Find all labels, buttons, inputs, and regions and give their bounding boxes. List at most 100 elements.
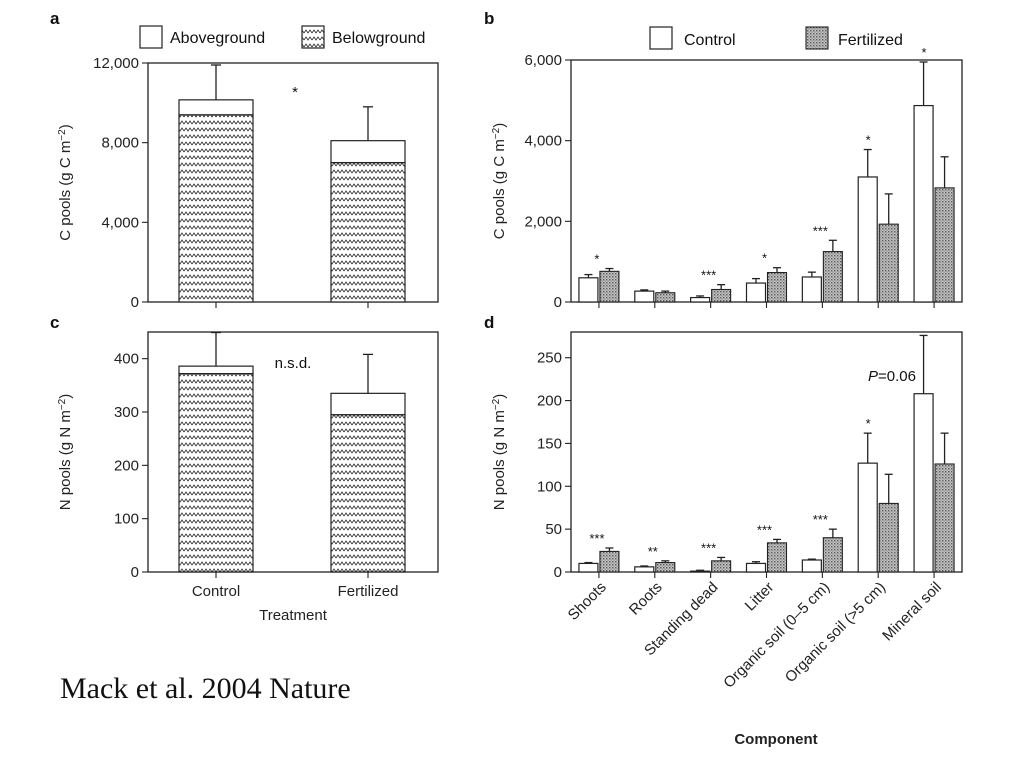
panel-d-annotation: P=0.06 <box>868 368 916 385</box>
panel-a-bar-aboveground <box>330 140 406 164</box>
panel-c-ytick-label: 400 <box>114 351 139 368</box>
panel-c-ytick-label: 200 <box>114 457 139 474</box>
panel-d-xtick-label: Roots <box>626 579 666 619</box>
panel-b-ytick-label: 4,000 <box>524 133 562 150</box>
legend-control-label: Control <box>684 32 736 49</box>
panel-a-bar-aboveground <box>178 99 254 116</box>
legend-aboveground-swatch <box>139 25 163 49</box>
panel-d-xtick-label: Mineral soil <box>879 579 945 645</box>
panel-c-bar-aboveground <box>330 392 406 416</box>
panel-b-bar-control <box>578 277 599 303</box>
panel-a-letter: a <box>50 9 60 28</box>
panel-a-bar-belowground <box>178 114 254 303</box>
panel-a-ylabel: C pools (g C m−2) <box>57 124 75 240</box>
panel-d-bar-fertilized <box>711 560 732 573</box>
legend-fertilized-label: Fertilized <box>838 32 903 49</box>
panel-d-xtick-label: Organic soil (0–5 cm) <box>720 579 833 692</box>
panel-b-significance: * <box>866 133 871 148</box>
panel-c-bar-belowground <box>178 373 254 573</box>
panel-b-significance: * <box>594 252 599 267</box>
panel-c-xlabel: Treatment <box>259 607 328 624</box>
panel-d-significance: ** <box>648 544 658 559</box>
panel-c-letter: c <box>50 313 59 332</box>
panel-d-bar-fertilized <box>878 502 899 573</box>
panel-d-significance: *** <box>813 512 828 527</box>
panel-b-ylabel: C pools (g C m−2) <box>491 123 509 239</box>
legend-aboveground-label: Aboveground <box>170 30 265 47</box>
panel-c-xtick-label: Fertilized <box>338 583 399 600</box>
panel-b-bar-fertilized <box>599 270 620 303</box>
panel-d-significance: * <box>866 416 871 431</box>
panel-d-bar-control <box>745 562 767 573</box>
panel-d-letter: d <box>484 313 494 332</box>
panel-b-bar-fertilized <box>934 187 955 303</box>
panel-d-bar-control <box>690 570 711 573</box>
panel-c-ytick-label: 100 <box>114 511 139 528</box>
panel-d-significance: *** <box>757 522 772 537</box>
panel-b-bar-control <box>857 176 878 303</box>
panel-d-significance: *** <box>589 531 604 546</box>
panel-b-bar-control <box>634 290 655 303</box>
legend-fertilized-swatch <box>805 26 829 50</box>
panel-b-bar-control <box>745 282 767 303</box>
legend-belowground-swatch <box>301 25 325 49</box>
panel-d-ylabel: N pools (g N m−2) <box>491 394 509 510</box>
panel-c-frame <box>147 331 439 573</box>
panel-b-bar-fertilized <box>822 251 843 303</box>
panel-d-xtick-label: Litter <box>742 579 778 615</box>
panel-a-ytick-label: 0 <box>131 294 139 311</box>
panel-a-ytick-label: 4,000 <box>101 214 139 231</box>
panel-c-ytick-label: 300 <box>114 404 139 421</box>
panel-b-bar-control <box>690 296 711 303</box>
panel-b-bar-control <box>801 276 822 303</box>
panel-a-bar-belowground <box>330 161 406 303</box>
chart-layer: 0 4,000 8,000 12,000 C pools (g C m−2) a * Abov… <box>50 9 963 748</box>
panel-a-ytick-label: 12,000 <box>93 55 139 72</box>
panel-b-bar-fertilized <box>766 272 788 303</box>
panel-b-letter: b <box>484 9 494 28</box>
panel-d-bar-control <box>634 566 655 573</box>
legend-control-swatch <box>649 26 673 50</box>
panel-d-bar-control <box>857 462 878 573</box>
panel-c-ylabel: N pools (g N m−2) <box>57 394 75 510</box>
credit-caption: Mack et al. 2004 Nature <box>60 672 351 705</box>
panel-c-ytick-label: 0 <box>131 564 139 581</box>
panel-d-bar-control <box>913 393 934 573</box>
panel-b-significance: * <box>762 251 767 266</box>
panel-d-ytick-label: 150 <box>537 435 562 452</box>
panel-b-bar-fertilized <box>711 288 732 303</box>
panel-d-xlabel: Component <box>734 731 817 748</box>
panel-d-significance: *** <box>701 540 716 555</box>
panel-b-ytick-label: 2,000 <box>524 213 562 230</box>
panel-d-bar-fertilized <box>599 550 620 573</box>
panel-b-ytick-label: 6,000 <box>524 52 562 69</box>
panel-d-ytick-label: 0 <box>554 564 562 581</box>
panel-d-bar-fertilized <box>766 542 788 573</box>
panel-d-ytick-label: 250 <box>537 350 562 367</box>
panel-d-ytick-label: 100 <box>537 478 562 495</box>
panel-d-bar-control <box>578 562 599 573</box>
panel-d-bar-fertilized <box>822 537 843 573</box>
panel-d-xtick-label: Organic soil (>5 cm) <box>782 579 889 686</box>
panel-d-bar-control <box>801 559 822 573</box>
legend-belowground-label: Belowground <box>332 30 425 47</box>
panel-c-annotation: n.s.d. <box>275 355 312 372</box>
panel-d-ytick-label: 50 <box>545 521 562 538</box>
panel-a-annotation: * <box>292 84 298 101</box>
panel-c-bar-aboveground <box>178 365 254 375</box>
panel-b-bar-fertilized <box>655 292 676 303</box>
panel-b-bar-control <box>913 104 934 303</box>
panel-d-xtick-label: Shoots <box>565 579 610 624</box>
panel-b-ytick-label: 0 <box>554 294 562 311</box>
panel-a-ytick-label: 8,000 <box>101 135 139 152</box>
panel-c-bar-belowground <box>330 414 406 573</box>
panel-d-bar-fertilized <box>934 463 955 573</box>
panel-c-xtick-label: Control <box>192 583 240 600</box>
panel-d-bar-fertilized <box>655 562 676 573</box>
panel-b-significance: *** <box>813 223 828 238</box>
panel-a-frame <box>147 62 439 303</box>
panel-d-ytick-label: 200 <box>537 393 562 410</box>
panel-b-significance: * <box>922 45 927 60</box>
panel-b-significance: *** <box>701 268 716 283</box>
